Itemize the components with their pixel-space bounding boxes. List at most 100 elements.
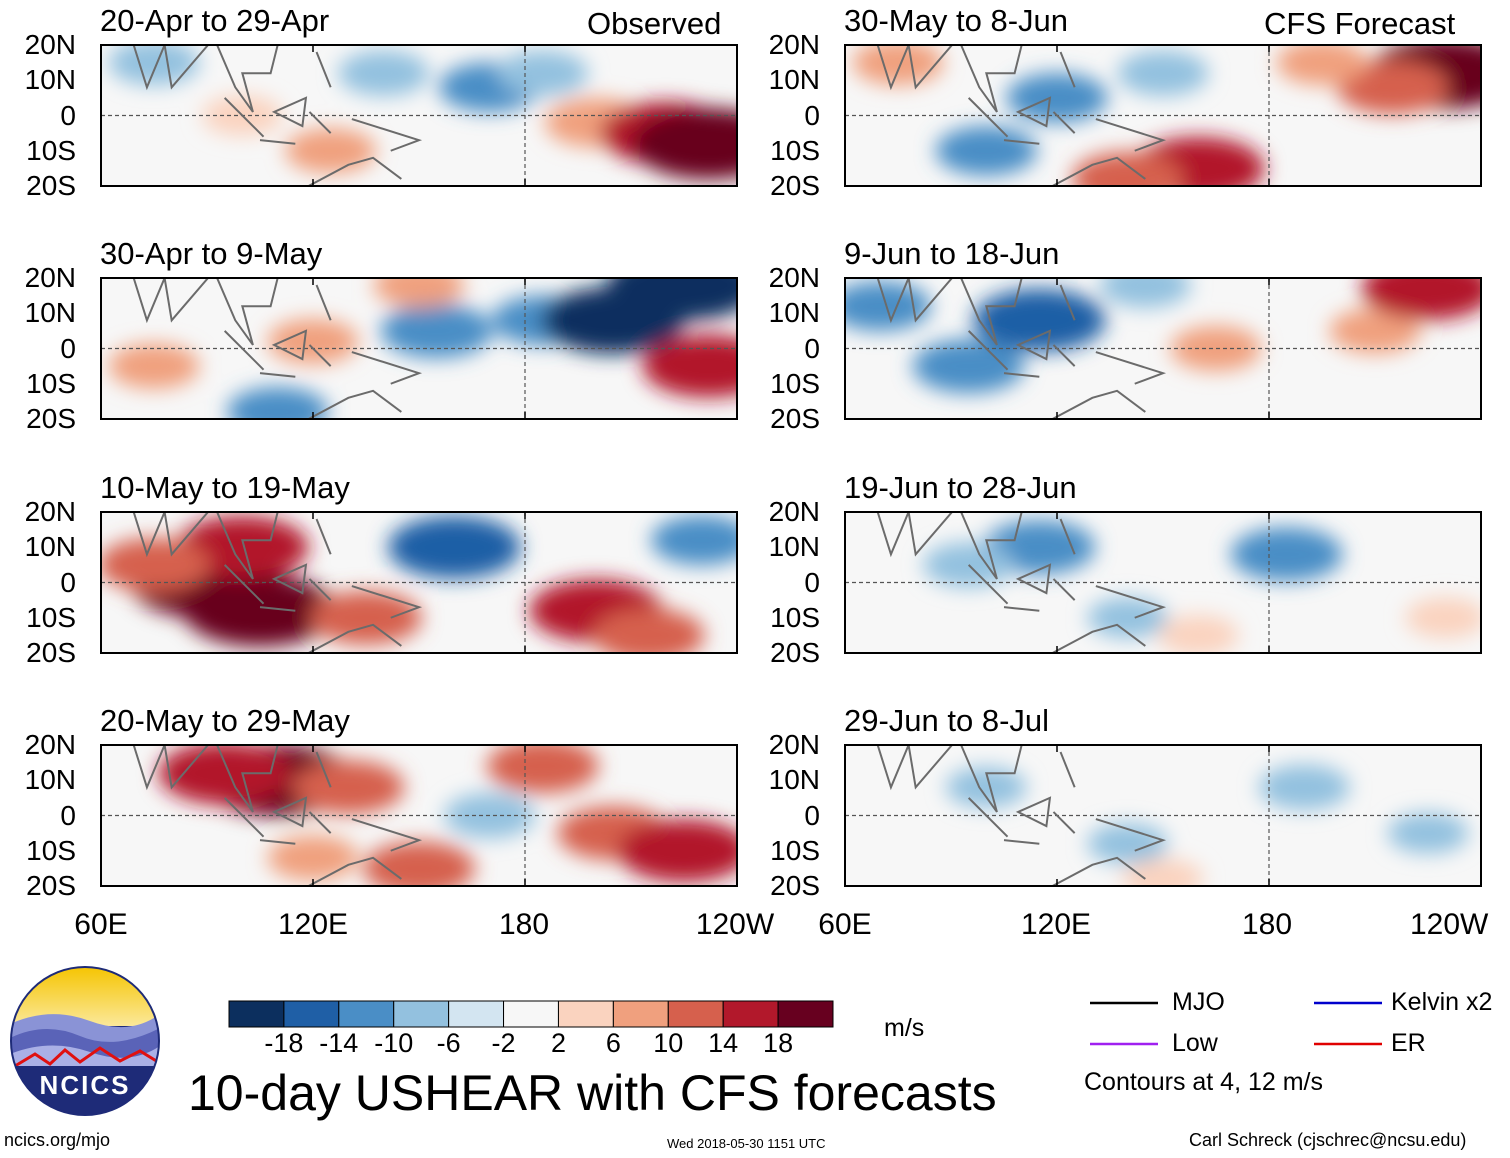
y-tick-label: 20S xyxy=(770,870,820,901)
y-tick-label: 20N xyxy=(24,496,76,527)
colorbar xyxy=(228,1000,834,1028)
shear-anomaly-blob xyxy=(285,128,377,174)
y-tick-label: 20S xyxy=(770,403,820,434)
colorbar-swatch xyxy=(393,1000,450,1028)
shear-anomaly-blob xyxy=(607,278,737,321)
colorbar-swatch xyxy=(448,1000,505,1028)
y-tick-label: 20N xyxy=(768,729,820,760)
shear-anomaly-blob xyxy=(945,766,1027,808)
y-tick-label: 0 xyxy=(60,799,76,831)
shear-anomaly-blob xyxy=(1361,278,1481,320)
contour-note: Contours at 4, 12 m/s xyxy=(1084,1068,1324,1096)
shear-anomaly-blob xyxy=(1336,60,1449,115)
colorbar-tick-label: -18 xyxy=(264,1028,304,1058)
y-tick-label: 10S xyxy=(770,134,820,166)
heatmap-panel xyxy=(844,744,1482,887)
colorbar-swatch xyxy=(777,1000,834,1028)
website-label: ncics.org/mjo xyxy=(4,1130,111,1150)
legend-lines xyxy=(1090,1001,1382,1046)
shear-anomaly-blob xyxy=(1258,764,1350,810)
shear-anomaly-blob xyxy=(1122,858,1204,886)
shear-anomaly-blob xyxy=(972,288,1106,352)
heatmap-panel xyxy=(100,511,738,654)
colorbar-tick-label: 6 xyxy=(605,1028,621,1058)
colorbar-swatch xyxy=(612,1000,669,1028)
shear-anomaly-blob xyxy=(923,542,1015,588)
heatmap-panel xyxy=(844,511,1482,654)
shear-anomaly-blob xyxy=(226,387,329,419)
y-tick-label: 0 xyxy=(60,332,76,364)
panel-title: 10-May to 19-May xyxy=(100,470,350,505)
x-tick-label: 180 xyxy=(498,908,550,941)
shear-anomaly-blob xyxy=(497,50,589,96)
shear-anomaly-blob xyxy=(380,303,493,358)
shear-anomaly-blob xyxy=(1099,278,1191,308)
x-tick-label: 120W xyxy=(1410,908,1489,941)
y-tick-label: 20S xyxy=(26,870,76,901)
heatmap-panel xyxy=(844,277,1482,420)
y-tick-label: 0 xyxy=(804,332,820,364)
panel-title: 20-Apr to 29-Apr xyxy=(100,3,330,38)
shear-anomaly-blob xyxy=(1230,527,1343,582)
y-tick-label: 10S xyxy=(770,601,820,633)
x-tick-label: 180 xyxy=(1241,908,1293,941)
colorbar-tick-label: -2 xyxy=(491,1028,516,1058)
shear-anomaly-blob xyxy=(1117,50,1209,96)
y-tick-label: 10N xyxy=(768,64,820,96)
colorbar-swatch xyxy=(667,1000,724,1028)
credit-label: Carl Schreck (cjschrec@ncsu.edu) xyxy=(1189,1130,1467,1150)
x-tick-label: 120E xyxy=(277,908,349,941)
shear-anomaly-blob xyxy=(1387,812,1469,854)
timestamp-label: Wed 2018-05-30 1151 UTC xyxy=(667,1136,826,1151)
x-tick-label: 120E xyxy=(1020,908,1092,941)
x-tick-label: 60E xyxy=(818,908,872,941)
shear-anomaly-blob xyxy=(108,45,200,86)
shear-anomaly-blob xyxy=(852,45,944,86)
figure-title: 10-day USHEAR with CFS forecasts xyxy=(188,1065,997,1121)
y-tick-label: 20N xyxy=(24,729,76,760)
observed-label: Observed xyxy=(587,6,722,41)
colorbar-swatch xyxy=(228,1000,285,1028)
shear-anomaly-blob xyxy=(1276,45,1368,86)
shear-anomaly-blob xyxy=(108,343,200,389)
colorbar-tick-label: -6 xyxy=(436,1028,461,1058)
y-tick-label: 20S xyxy=(26,170,76,201)
legend-label-low: Low xyxy=(1172,1029,1218,1057)
panel-title: 20-May to 29-May xyxy=(100,703,350,738)
y-tick-label: 10N xyxy=(24,764,76,796)
shear-anomaly-blob xyxy=(631,107,737,180)
colorbar-tick-label: 14 xyxy=(708,1028,739,1058)
legend-label-kelvin: Kelvin x2 xyxy=(1391,988,1493,1016)
shear-anomaly-blob xyxy=(101,537,210,592)
heatmap-panel xyxy=(100,44,738,187)
colorbar-swatch xyxy=(338,1000,395,1028)
shear-anomaly-blob xyxy=(158,745,292,805)
y-tick-label: 20S xyxy=(26,637,76,668)
colorbar-swatch xyxy=(503,1000,559,1028)
colorbar-swatch xyxy=(722,1000,779,1028)
shear-anomaly-blob xyxy=(642,334,737,398)
colorbar-tick-label: -14 xyxy=(319,1028,359,1058)
shear-anomaly-blob xyxy=(1087,823,1169,865)
shear-anomaly-blob xyxy=(183,574,337,647)
y-tick-label: 20S xyxy=(770,170,820,201)
units-label: m/s xyxy=(884,1014,925,1042)
x-tick-label: 60E xyxy=(74,908,128,941)
legend-label-er: ER xyxy=(1391,1029,1426,1057)
colorbar-swatch xyxy=(283,1000,340,1028)
x-tick-label: 120W xyxy=(695,908,775,941)
shear-anomaly-blob xyxy=(935,125,1038,176)
y-tick-label: 10S xyxy=(770,367,820,399)
y-tick-label: 10S xyxy=(770,834,820,866)
shear-anomaly-blob xyxy=(486,745,599,794)
panel-title: 9-Jun to 18-Jun xyxy=(844,236,1060,271)
y-tick-label: 10N xyxy=(24,64,76,96)
panel-title: 30-May to 8-Jun xyxy=(844,3,1068,38)
y-tick-label: 0 xyxy=(60,566,76,598)
colorbar-tick-label: 2 xyxy=(550,1028,566,1058)
shear-anomaly-blob xyxy=(338,50,430,96)
panel-title: 30-Apr to 9-May xyxy=(100,236,323,271)
colorbar-tick-label: 18 xyxy=(763,1028,794,1058)
ncics-logo: NCICS xyxy=(10,966,160,1116)
